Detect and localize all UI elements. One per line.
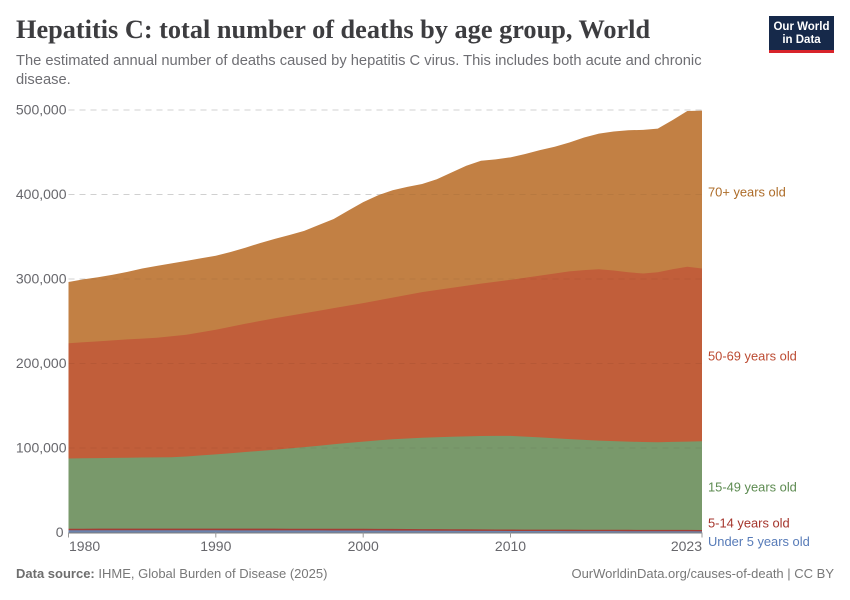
svg-text:2000: 2000 (348, 538, 379, 554)
svg-text:2023: 2023 (671, 538, 702, 554)
svg-text:50-69 years old: 50-69 years old (708, 349, 797, 364)
svg-text:500,000: 500,000 (16, 102, 67, 118)
svg-text:70+ years old: 70+ years old (708, 185, 786, 200)
svg-text:100,000: 100,000 (16, 440, 67, 456)
svg-text:5-14 years old: 5-14 years old (708, 516, 790, 531)
svg-text:1980: 1980 (69, 538, 100, 554)
svg-text:200,000: 200,000 (16, 355, 67, 371)
svg-text:1990: 1990 (200, 538, 231, 554)
svg-text:400,000: 400,000 (16, 186, 67, 202)
svg-text:0: 0 (56, 524, 64, 540)
svg-text:Under 5 years old: Under 5 years old (708, 534, 810, 549)
svg-text:15-49 years old: 15-49 years old (708, 480, 797, 495)
svg-text:2010: 2010 (495, 538, 526, 554)
svg-text:300,000: 300,000 (16, 271, 67, 287)
